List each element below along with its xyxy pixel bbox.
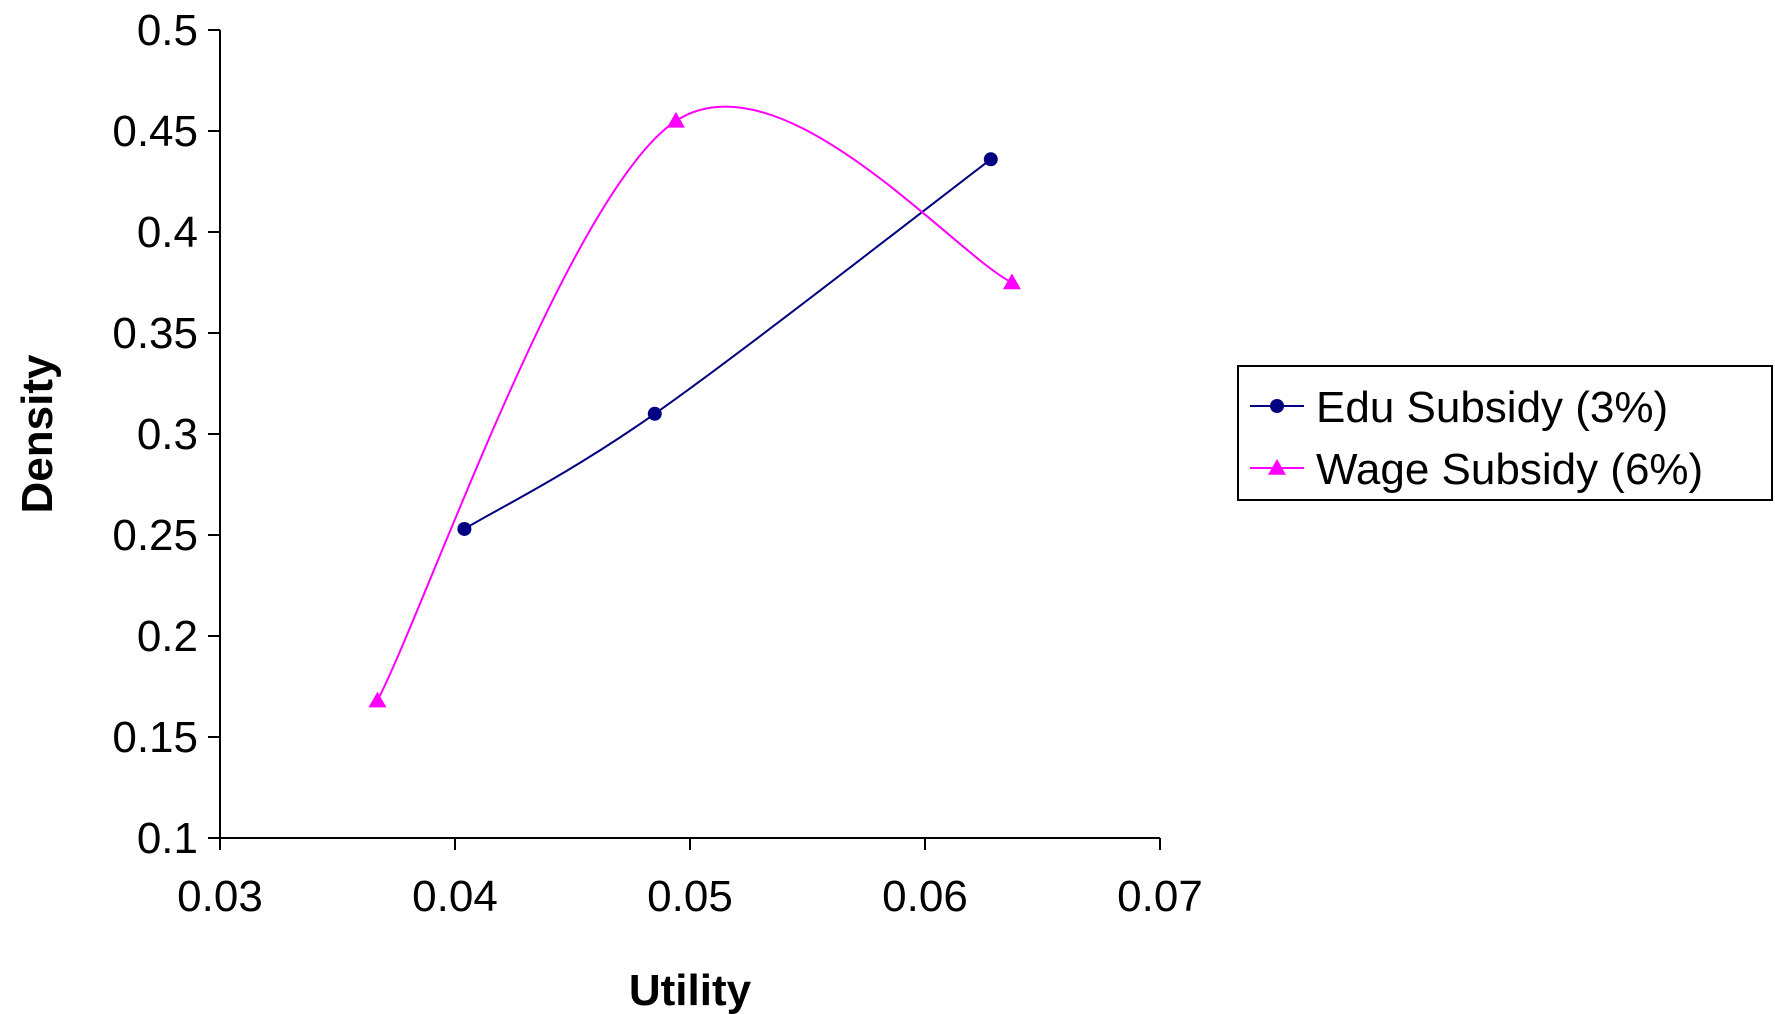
wage-subsidy-line (376, 105, 1013, 702)
y-tick-label: 0.5 (137, 6, 198, 55)
legend: Edu Subsidy (3%) Wage Subsidy (6%) (1237, 365, 1773, 501)
y-ticks: 0.1 0.15 0.2 0.25 0.3 0.35 0.4 0.45 0.5 (112, 6, 220, 863)
legend-marker (1268, 459, 1286, 475)
series-layer (368, 105, 1021, 708)
edu-subsidy-series (457, 152, 998, 536)
edu-subsidy-point (647, 406, 662, 421)
wage-subsidy-point (1002, 273, 1021, 290)
wage-subsidy-point (368, 691, 387, 708)
y-tick-label: 0.45 (112, 107, 198, 156)
axes (219, 30, 1160, 839)
legend-box (1237, 365, 1773, 501)
x-tick-label: 0.04 (412, 872, 498, 921)
y-tick-label: 0.35 (112, 309, 198, 358)
legend-label-edu-subsidy: Edu Subsidy (3%) (1316, 383, 1668, 432)
edu-subsidy-point (983, 152, 998, 167)
edu-subsidy-point (457, 521, 472, 536)
x-tick-label: 0.07 (1117, 872, 1203, 921)
x-tick-label: 0.03 (177, 872, 263, 921)
y-tick-label: 0.15 (112, 713, 198, 762)
y-tick-label: 0.25 (112, 511, 198, 560)
x-tick-label: 0.06 (882, 872, 968, 921)
legend-marker (1270, 399, 1284, 413)
x-tick-label: 0.05 (647, 872, 733, 921)
x-axis-title: Utility (629, 966, 752, 1014)
y-tick-label: 0.3 (137, 410, 198, 459)
y-axis-title: Density (13, 354, 62, 513)
y-tick-label: 0.2 (137, 612, 198, 661)
legend-label-wage-subsidy: Wage Subsidy (6%) (1316, 445, 1703, 494)
y-tick-label: 0.4 (137, 208, 198, 257)
wage-subsidy-series (368, 105, 1021, 708)
y-tick-label: 0.1 (137, 814, 198, 863)
wage-subsidy-point (666, 111, 685, 128)
x-ticks: 0.03 0.04 0.05 0.06 0.07 (177, 838, 1203, 921)
edu-subsidy-line (463, 158, 992, 530)
